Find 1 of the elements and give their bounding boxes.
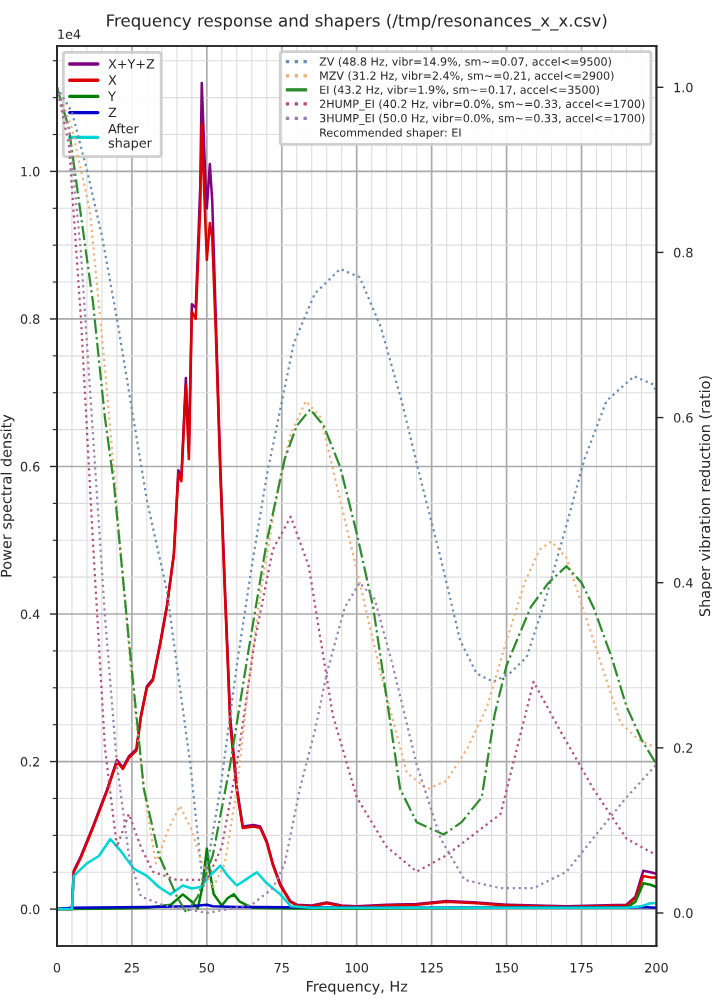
chart-title: Frequency response and shapers (/tmp/resonances_x_x.csv)	[107, 13, 607, 31]
